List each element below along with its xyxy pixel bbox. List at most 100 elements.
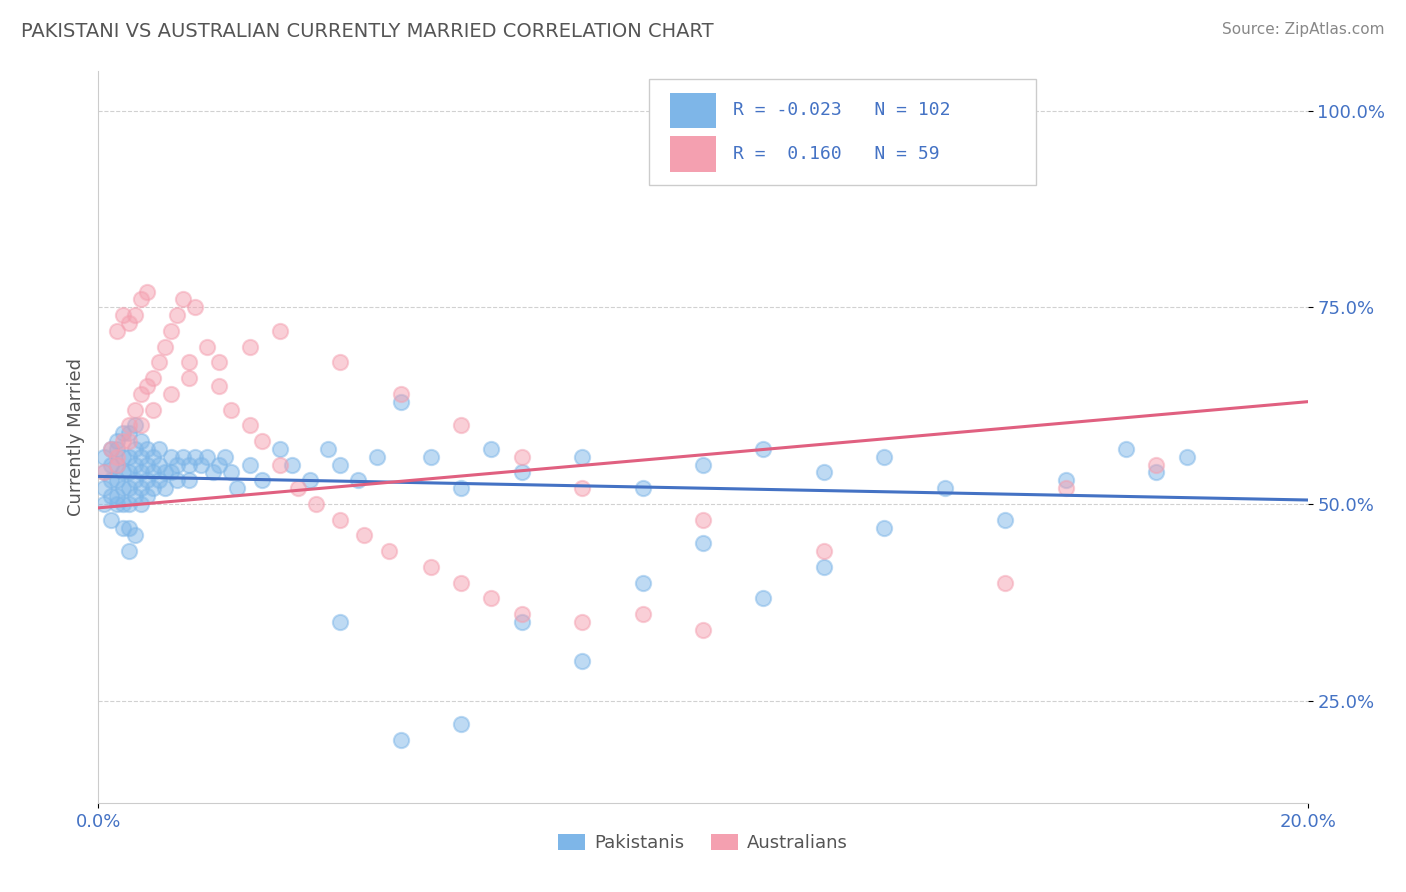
Point (934, 481, 956, 495)
Point (100, 442, 122, 456)
Point (813, 466, 835, 480)
Point (329, 458, 352, 472)
Point (118, 544, 141, 558)
Point (305, 497, 328, 511)
Point (481, 591, 503, 606)
Point (148, 458, 170, 472)
Point (450, 481, 472, 495)
Text: Source: ZipAtlas.com: Source: ZipAtlas.com (1222, 22, 1385, 37)
Point (631, 575, 654, 590)
Point (100, 473, 122, 487)
Point (129, 450, 152, 464)
Point (105, 450, 128, 464)
Point (100, 458, 122, 472)
Point (135, 473, 157, 487)
Point (692, 458, 714, 472)
Point (160, 466, 183, 480)
Point (269, 324, 291, 338)
Point (179, 458, 201, 472)
Point (184, 450, 207, 464)
Point (873, 450, 896, 464)
Point (118, 426, 141, 441)
Point (994, 575, 1017, 590)
Point (148, 442, 170, 456)
Point (214, 450, 236, 464)
Point (269, 442, 291, 456)
Point (118, 481, 141, 495)
Point (172, 293, 194, 307)
Point (510, 466, 533, 480)
Point (281, 458, 304, 472)
Point (129, 418, 152, 433)
Point (129, 293, 152, 307)
Point (93, 497, 115, 511)
Point (100, 442, 122, 456)
Point (389, 394, 412, 409)
Point (118, 520, 141, 534)
Point (195, 450, 218, 464)
Point (111, 308, 134, 322)
Point (450, 575, 472, 590)
Point (105, 434, 128, 448)
Point (100, 489, 122, 503)
Point (631, 481, 654, 495)
Point (184, 301, 207, 315)
Point (202, 466, 225, 480)
Point (93, 466, 115, 480)
Point (571, 615, 593, 629)
Point (250, 434, 273, 448)
Text: PAKISTANI VS AUSTRALIAN CURRENTLY MARRIED CORRELATION CHART: PAKISTANI VS AUSTRALIAN CURRENTLY MARRIE… (21, 22, 714, 41)
Point (316, 442, 339, 456)
Point (994, 513, 1017, 527)
Point (353, 528, 375, 542)
Point (124, 473, 146, 487)
Point (510, 450, 533, 464)
Point (208, 355, 231, 369)
Point (124, 308, 146, 322)
Point (239, 340, 262, 354)
Point (389, 387, 412, 401)
Point (389, 732, 412, 747)
Point (692, 536, 714, 550)
Point (1144, 458, 1167, 472)
Point (142, 450, 165, 464)
Point (129, 434, 152, 448)
Point (329, 615, 352, 629)
Point (118, 466, 141, 480)
Point (129, 481, 152, 495)
Point (135, 458, 157, 472)
Point (153, 466, 176, 480)
Point (329, 355, 352, 369)
Point (287, 481, 309, 495)
Point (195, 340, 218, 354)
Point (142, 466, 165, 480)
Point (226, 481, 249, 495)
Point (124, 458, 146, 472)
Point (420, 450, 443, 464)
Point (179, 355, 201, 369)
Point (111, 520, 134, 534)
Point (118, 316, 141, 330)
Point (105, 497, 128, 511)
Point (631, 607, 654, 621)
Point (129, 466, 152, 480)
Point (299, 473, 322, 487)
Point (135, 379, 157, 393)
Point (142, 402, 165, 417)
Point (160, 450, 183, 464)
Point (692, 623, 714, 637)
Point (124, 442, 146, 456)
Point (135, 442, 157, 456)
Point (221, 402, 243, 417)
Point (105, 489, 128, 503)
Point (160, 387, 183, 401)
Point (179, 371, 201, 385)
Point (1144, 466, 1167, 480)
Point (166, 458, 188, 472)
Point (93, 450, 115, 464)
Point (190, 458, 212, 472)
Point (118, 434, 141, 448)
FancyBboxPatch shape (671, 136, 716, 171)
Point (135, 285, 157, 299)
Point (93, 481, 115, 495)
